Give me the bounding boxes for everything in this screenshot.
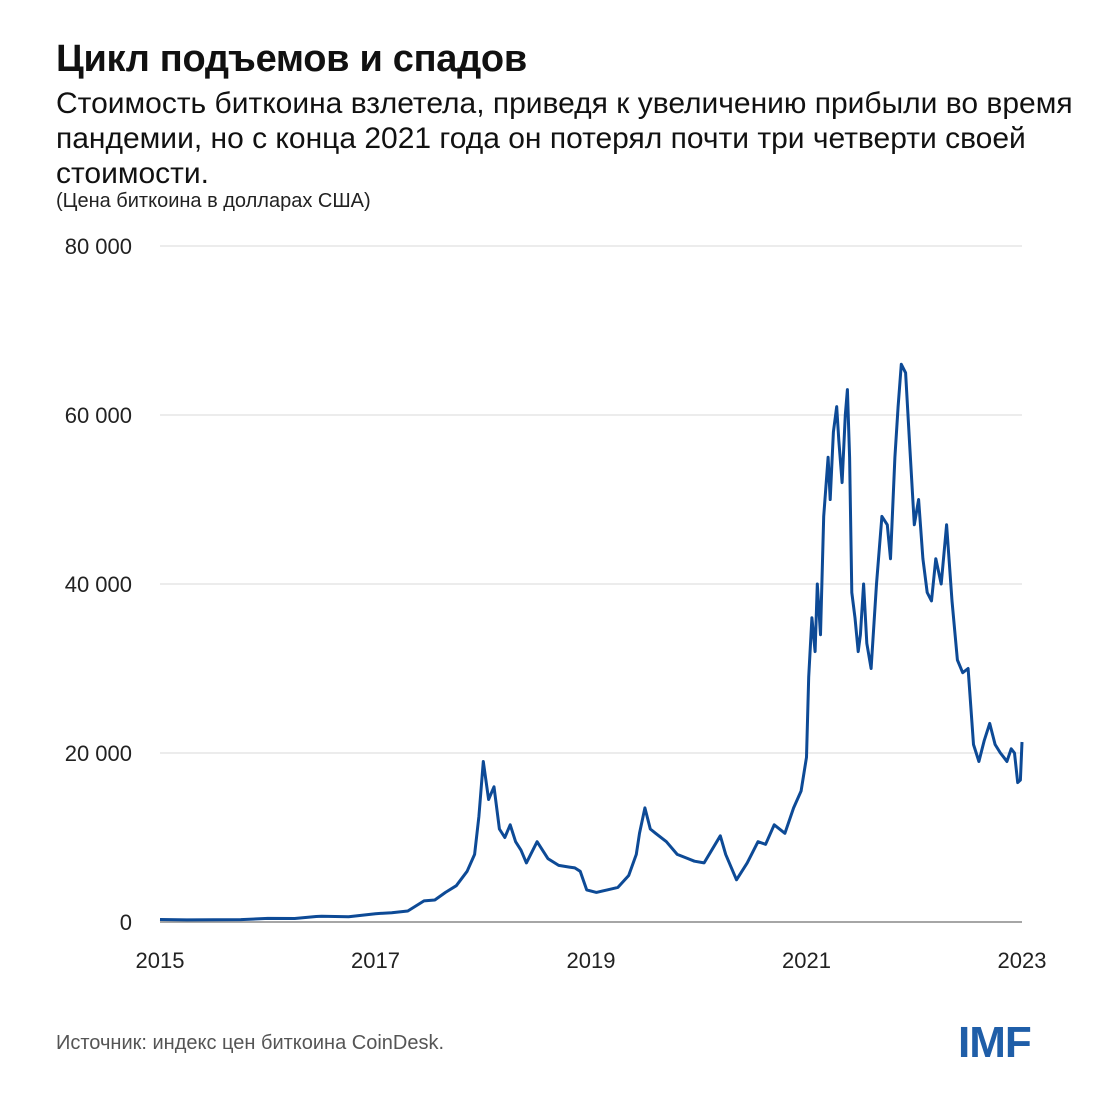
series-group [159, 362, 1024, 922]
y-tick-label: 40 000 [65, 572, 132, 597]
x-tick-label: 2017 [351, 948, 400, 973]
grid-lines [160, 245, 1022, 923]
units-label: (Цена биткоина в долларах США) [56, 190, 371, 212]
imf-logo: IMF [958, 1018, 1032, 1067]
chart-title: Цикл подъемов и спадов [56, 38, 527, 80]
x-tick-label: 2023 [998, 948, 1047, 973]
series-line-0 [159, 362, 1024, 922]
y-tick-label: 80 000 [65, 234, 132, 259]
y-axis-ticks: 0 20 000 40 000 60 000 80 000 [65, 234, 132, 935]
x-tick-label: 2021 [782, 948, 831, 973]
x-tick-label: 2019 [567, 948, 616, 973]
x-axis-ticks: 2015 2017 2019 2021 2023 [136, 948, 1047, 973]
x-tick-label: 2015 [136, 948, 185, 973]
y-tick-label: 60 000 [65, 403, 132, 428]
y-tick-label: 0 [120, 910, 132, 935]
chart-subtitle: Стоимость биткоина взлетела, приведя к у… [56, 87, 1073, 190]
source-note: Источник: индекс цен биткоина CoinDesk. [56, 1032, 445, 1054]
y-tick-label: 20 000 [65, 741, 132, 766]
